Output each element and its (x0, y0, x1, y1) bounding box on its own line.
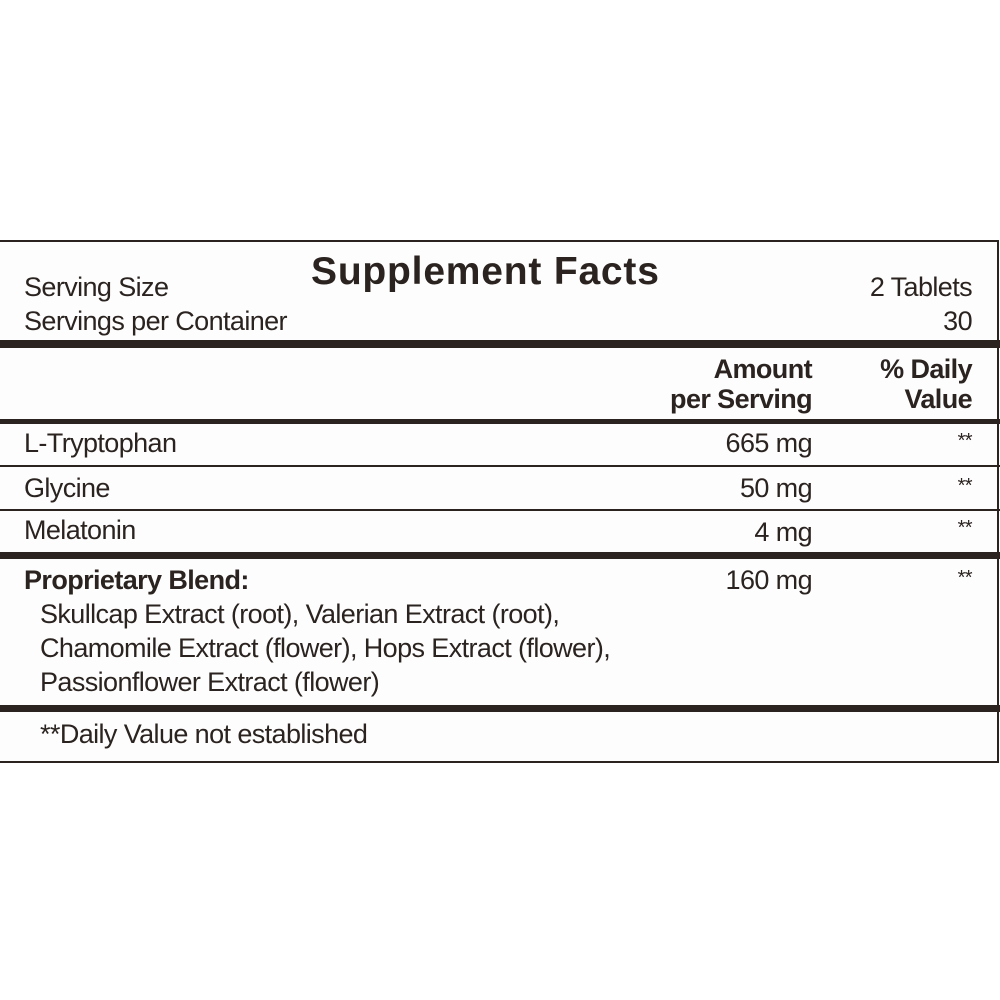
dv-header-line2: Value (904, 384, 972, 414)
amount-header-line2: per Serving (670, 384, 813, 414)
divider-thin (0, 509, 1000, 511)
panel-title: Supplement Facts (311, 250, 660, 293)
ingredient-name: Melatonin (24, 515, 136, 545)
blend-ingredients-line: Skullcap Extract (root), Valerian Extrac… (40, 599, 560, 629)
dv-header-line1: % Daily (880, 354, 972, 384)
servings-per-container-label: Servings per Container (24, 306, 288, 336)
divider-thick (0, 705, 1000, 712)
ingredient-name: Glycine (24, 473, 110, 503)
ingredient-dv: ** (957, 517, 973, 539)
blend-name: Proprietary Blend: (24, 565, 249, 595)
ingredient-amount: 4 mg (754, 517, 812, 547)
supplement-facts-panel (0, 240, 999, 763)
divider-thick (0, 340, 1000, 348)
divider-thin (0, 465, 1000, 467)
divider-medium (0, 419, 1000, 424)
blend-amount: 160 mg (725, 565, 813, 595)
ingredient-dv: ** (957, 475, 973, 497)
divider-thick (0, 552, 1000, 559)
ingredient-amount: 665 mg (725, 428, 813, 458)
serving-size-value: 2 Tablets (869, 272, 973, 302)
blend-ingredients-line: Chamomile Extract (flower), Hops Extract… (40, 633, 611, 663)
blend-dv: ** (957, 567, 973, 589)
amount-header-line1: Amount (713, 354, 813, 384)
blend-ingredients-line: Passionflower Extract (flower) (40, 667, 380, 697)
servings-per-container-value: 30 (943, 306, 972, 336)
ingredient-name: L-Tryptophan (24, 428, 177, 458)
ingredient-dv: ** (957, 430, 973, 452)
serving-size-label: Serving Size (24, 272, 169, 302)
footnote: **Daily Value not established (40, 719, 368, 749)
ingredient-amount: 50 mg (739, 473, 813, 503)
